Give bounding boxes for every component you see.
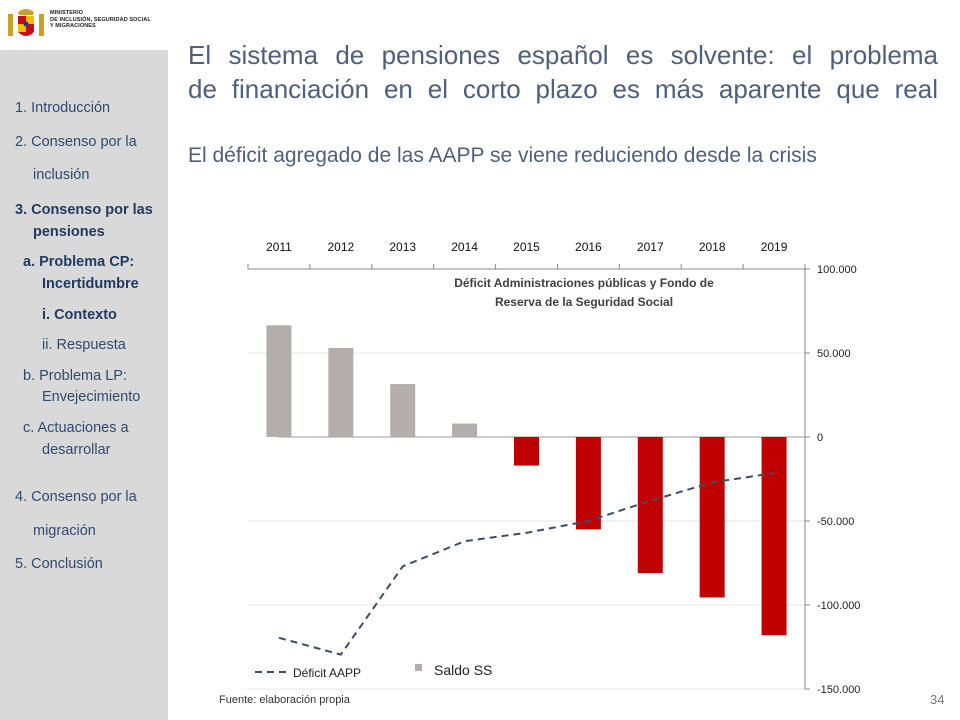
nav-item-problema-cp[interactable]: a. Problema CP: — [23, 254, 135, 270]
legend-bar-swatch — [415, 664, 422, 671]
nav-item-contexto[interactable]: i. Contexto — [42, 307, 117, 323]
nav-item-consenso-migracion-cont[interactable]: migración — [33, 523, 96, 539]
coat-of-arms-icon — [8, 9, 44, 36]
ministry-line: DE INCLUSIÓN, SEGURIDAD SOCIAL — [50, 16, 151, 23]
x-tick-label: 2016 — [575, 240, 602, 254]
page-number: 34 — [930, 692, 945, 707]
nav-item-consenso-pensiones-cont[interactable]: pensiones — [33, 224, 105, 240]
y-tick-label: 0 — [817, 432, 823, 444]
nav-item-consenso-inclusion-cont[interactable]: inclusión — [33, 167, 90, 183]
y-tick-label: 50.000 — [817, 348, 851, 360]
ministry-line: MINISTERIO — [50, 10, 84, 16]
nav-item-respuesta[interactable]: ii. Respuesta — [42, 337, 126, 353]
ministry-line: Y MIGRACIONES — [50, 23, 96, 29]
slide-subtitle: El déficit agregado de las AAPP se viene… — [188, 144, 817, 167]
legend-label-deficit-aapp: Déficit AAPP — [293, 666, 361, 680]
x-tick-label: 2015 — [513, 240, 540, 254]
bar-saldo-ss — [699, 437, 725, 598]
sidebar: MINISTERIO DE INCLUSIÓN, SEGURIDAD SOCIA… — [0, 0, 168, 720]
bar-saldo-ss — [761, 437, 787, 636]
x-axis: 2011 2012 2013 2014 2015 2016 2017 2018 2019 — [247, 240, 806, 270]
y-tick-label: -100.000 — [817, 600, 860, 612]
bar-saldo-ss — [637, 437, 663, 574]
x-tick-label: 2011 — [266, 240, 292, 254]
nav-item-introduccion[interactable]: 1. Introducción — [15, 100, 111, 116]
x-tick-label: 2014 — [451, 240, 478, 254]
bar-saldo-ss — [328, 347, 354, 437]
nav-item-consenso-migracion[interactable]: 4. Consenso por la — [15, 489, 137, 505]
deficit-aapp-points — [278, 473, 775, 655]
nav-item-actuaciones-cont[interactable]: desarrollar — [42, 442, 111, 458]
slide-title-line: de financiación en el corto plazo es más… — [188, 74, 938, 104]
x-tick-label: 2019 — [761, 240, 788, 254]
nav-item-problema-lp-cont[interactable]: Envejecimiento — [42, 389, 141, 405]
y-tick-label: -150.000 — [817, 684, 860, 696]
chart-legend: Déficit AAPP Saldo SS — [255, 662, 492, 680]
bar-saldo-ss — [514, 437, 539, 466]
source-note: Fuente: elaboración propia — [219, 694, 350, 706]
saldo-ss-bars — [266, 325, 787, 636]
nav-item-problema-lp[interactable]: b. Problema LP: — [23, 368, 127, 384]
slide-title-line: El sistema de pensiones español es solve… — [188, 40, 938, 70]
nav-item-problema-cp-cont[interactable]: Incertidumbre — [42, 276, 139, 292]
chart-title-line: Déficit Administraciones públicas y Fond… — [454, 276, 714, 290]
ministry-logo: MINISTERIO DE INCLUSIÓN, SEGURIDAD SOCIA… — [0, 0, 168, 50]
bar-saldo-ss — [452, 423, 478, 437]
x-tick-label: 2013 — [389, 240, 416, 254]
bar-saldo-ss — [390, 384, 416, 437]
slide-title: El sistema de pensiones español es solve… — [188, 38, 938, 106]
y-tick-label: 100.000 — [817, 264, 857, 276]
x-tick-label: 2012 — [327, 240, 354, 254]
x-tick-label: 2018 — [699, 240, 726, 254]
ministry-name: MINISTERIO DE INCLUSIÓN, SEGURIDAD SOCIA… — [50, 10, 151, 30]
nav-item-consenso-inclusion[interactable]: 2. Consenso por la — [15, 134, 137, 150]
bar-saldo-ss — [266, 325, 292, 437]
y-tick-label: -50.000 — [817, 516, 854, 528]
chart-title-line: Reserva de la Seguridad Social — [495, 295, 673, 309]
bar-saldo-ss — [575, 437, 601, 530]
nav-item-conclusion[interactable]: 5. Conclusión — [15, 556, 103, 572]
nav-item-consenso-pensiones[interactable]: 3. Consenso por las — [15, 202, 153, 218]
legend-label-saldo-ss: Saldo SS — [434, 662, 492, 678]
x-tick-label: 2017 — [637, 240, 664, 254]
nav-item-actuaciones[interactable]: c. Actuaciones a — [23, 420, 129, 436]
